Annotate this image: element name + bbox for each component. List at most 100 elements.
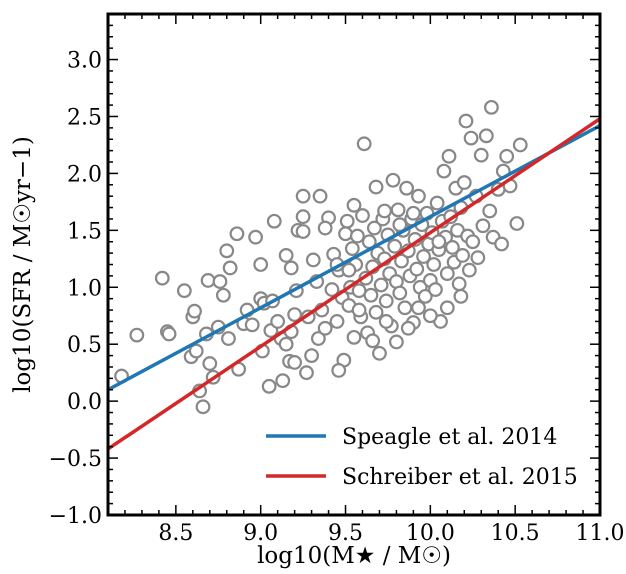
data-point [512, 137, 528, 153]
data-point [394, 253, 409, 269]
series-line-2 [107, 117, 601, 451]
data-point [458, 113, 474, 129]
data-point [436, 163, 452, 179]
y-tick-label: 2.5 [67, 105, 102, 130]
data-point [161, 326, 177, 342]
y-tick-label: 2.0 [67, 162, 102, 187]
data-point [338, 226, 353, 242]
data-point [221, 331, 236, 346]
data-point [465, 234, 481, 250]
legend-label-1: Speagle et al. 2014 [342, 425, 557, 450]
points-layer [114, 99, 528, 415]
data-point [270, 314, 286, 329]
data-point [365, 333, 381, 349]
data-point [283, 260, 299, 276]
data-point [399, 180, 414, 196]
data-point [426, 257, 442, 272]
data-point [341, 262, 357, 278]
data-point [397, 300, 413, 316]
data-point [222, 260, 238, 276]
data-point [378, 314, 394, 329]
data-point [248, 229, 264, 245]
data-point [416, 249, 431, 264]
data-point [451, 276, 467, 292]
y-axis-label: log10(SFR / M☉yr−1) [10, 136, 36, 393]
data-point [266, 213, 282, 229]
data-point [390, 202, 406, 218]
y-tick-label: −1.0 [49, 504, 102, 529]
y-tick-label: −0.5 [49, 447, 102, 472]
data-point [202, 356, 218, 371]
data-point [187, 303, 202, 319]
x-tick-label: 8.5 [158, 521, 193, 546]
data-point [176, 283, 192, 299]
data-point [411, 188, 426, 204]
data-point [278, 336, 294, 352]
data-point [445, 240, 460, 255]
data-point [455, 247, 470, 263]
data-point [475, 218, 491, 234]
data-point [317, 320, 333, 336]
data-point [295, 188, 311, 204]
x-axis-label: log10(M★ / M☉) [257, 543, 451, 569]
x-tick-label: 9.5 [328, 521, 363, 546]
data-point [392, 285, 408, 301]
data-point [439, 266, 455, 282]
data-point [219, 243, 235, 259]
y-tick-label: 1.0 [67, 276, 102, 301]
y-tick-label: 1.5 [67, 219, 102, 244]
data-point [456, 175, 472, 190]
data-point [200, 273, 216, 288]
data-point [453, 288, 469, 304]
data-point [349, 228, 365, 244]
data-point [310, 331, 326, 346]
data-point [324, 282, 340, 297]
data-point [215, 287, 231, 303]
series-line-1 [107, 124, 601, 392]
data-point [428, 282, 443, 297]
data-point [441, 148, 457, 164]
y-tick-label: 0.5 [67, 333, 102, 358]
data-point [470, 250, 486, 266]
data-point [368, 179, 384, 195]
data-point [351, 283, 367, 299]
data-point [339, 213, 355, 229]
data-point [429, 195, 445, 211]
data-point [387, 238, 403, 254]
data-point [484, 99, 499, 115]
data-point [278, 247, 294, 263]
x-tick-label: 10.0 [406, 521, 455, 546]
data-point [363, 287, 379, 303]
data-point [295, 209, 311, 225]
x-tick-label: 11.0 [576, 521, 625, 546]
lines-layer [107, 117, 601, 451]
data-point [287, 355, 303, 370]
data-point [378, 293, 394, 309]
data-point [344, 241, 360, 256]
data-point [305, 252, 321, 268]
x-tick-label: 9.0 [243, 521, 278, 546]
data-point [417, 288, 433, 304]
data-point [366, 220, 382, 236]
ticks-layer: 8.5 9.0 9.5 10.0 10.5 11.0 −1.0 −0.5 0.0 0.5 1.0 1.… [49, 13, 625, 546]
data-point [287, 307, 303, 323]
data-point [244, 317, 260, 333]
data-point [346, 197, 362, 213]
data-point [392, 217, 408, 233]
data-point [422, 308, 438, 324]
data-point [188, 343, 204, 359]
data-point [499, 148, 515, 164]
data-point [355, 208, 370, 223]
data-point [304, 348, 319, 363]
data-point [368, 304, 384, 320]
data-point [463, 130, 479, 146]
data-point [154, 270, 170, 286]
data-point [229, 226, 245, 242]
data-point [346, 329, 362, 345]
y-tick-label: 0.0 [67, 390, 102, 415]
legend-label-2: Schreiber et al. 2015 [342, 465, 578, 490]
data-point [356, 136, 372, 152]
data-point [400, 320, 416, 336]
x-tick-label: 10.5 [491, 521, 540, 546]
